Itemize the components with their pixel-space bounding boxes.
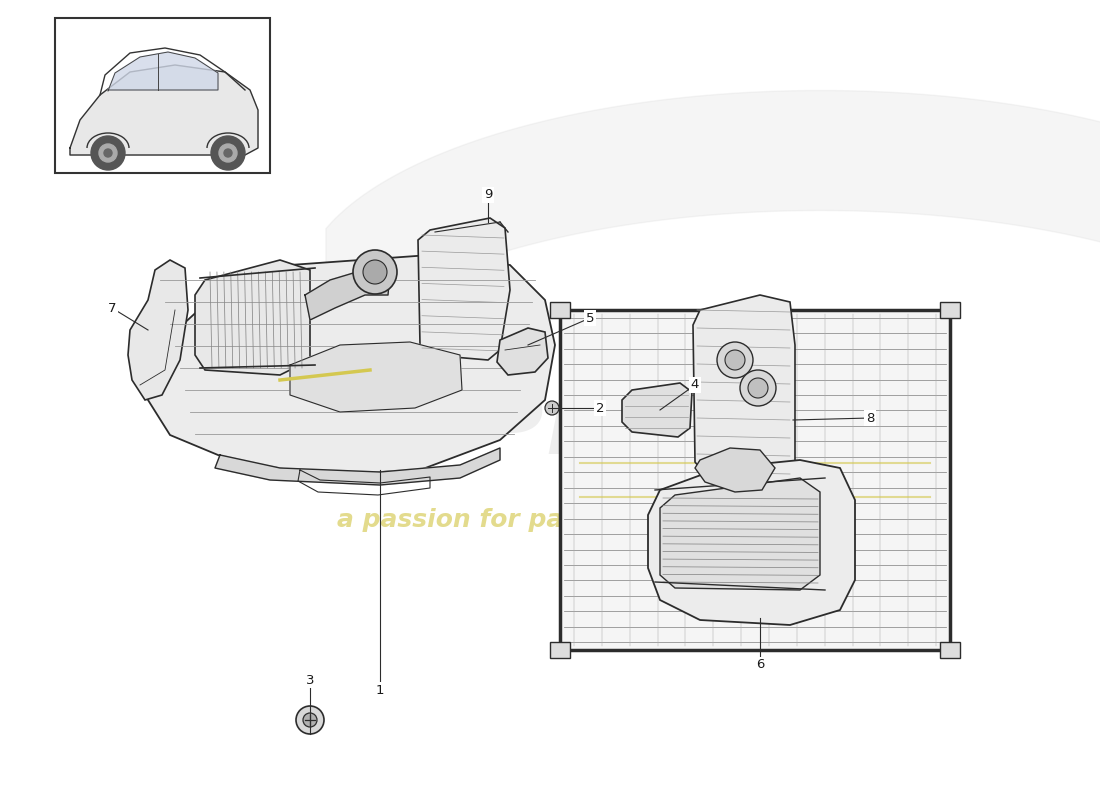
Bar <box>560 310 950 650</box>
Text: 2: 2 <box>596 402 604 414</box>
Circle shape <box>91 136 125 170</box>
Circle shape <box>224 149 232 157</box>
Polygon shape <box>305 268 390 320</box>
Polygon shape <box>418 218 510 360</box>
Bar <box>940 302 960 318</box>
Text: 4: 4 <box>691 378 700 391</box>
Polygon shape <box>621 383 692 437</box>
Bar <box>550 642 570 658</box>
Circle shape <box>717 342 754 378</box>
Circle shape <box>740 370 776 406</box>
Circle shape <box>363 260 387 284</box>
Bar <box>940 642 960 658</box>
Circle shape <box>353 250 397 294</box>
Polygon shape <box>290 342 462 412</box>
Polygon shape <box>648 460 855 625</box>
Text: a passion for parts since 1985: a passion for parts since 1985 <box>338 508 762 532</box>
Polygon shape <box>128 260 188 400</box>
Polygon shape <box>195 260 310 375</box>
Polygon shape <box>695 448 776 492</box>
Text: 8: 8 <box>866 411 874 425</box>
Circle shape <box>748 378 768 398</box>
Circle shape <box>104 149 112 157</box>
Text: 9: 9 <box>484 189 492 202</box>
Circle shape <box>302 713 317 727</box>
Polygon shape <box>148 255 556 475</box>
Bar <box>550 302 570 318</box>
Text: 5: 5 <box>585 311 594 325</box>
Circle shape <box>544 401 559 415</box>
Text: eurospares: eurospares <box>199 346 901 454</box>
Polygon shape <box>108 52 218 91</box>
Circle shape <box>211 136 245 170</box>
Text: 1: 1 <box>376 683 384 697</box>
Text: 7: 7 <box>108 302 117 314</box>
Bar <box>55 18 270 173</box>
Circle shape <box>219 144 236 162</box>
Polygon shape <box>70 65 258 155</box>
Polygon shape <box>214 448 500 485</box>
Polygon shape <box>660 478 820 590</box>
Text: 6: 6 <box>756 658 764 671</box>
Circle shape <box>725 350 745 370</box>
Circle shape <box>296 706 324 734</box>
Polygon shape <box>693 295 795 488</box>
Text: 3: 3 <box>306 674 315 686</box>
Polygon shape <box>497 328 548 375</box>
Circle shape <box>99 144 117 162</box>
